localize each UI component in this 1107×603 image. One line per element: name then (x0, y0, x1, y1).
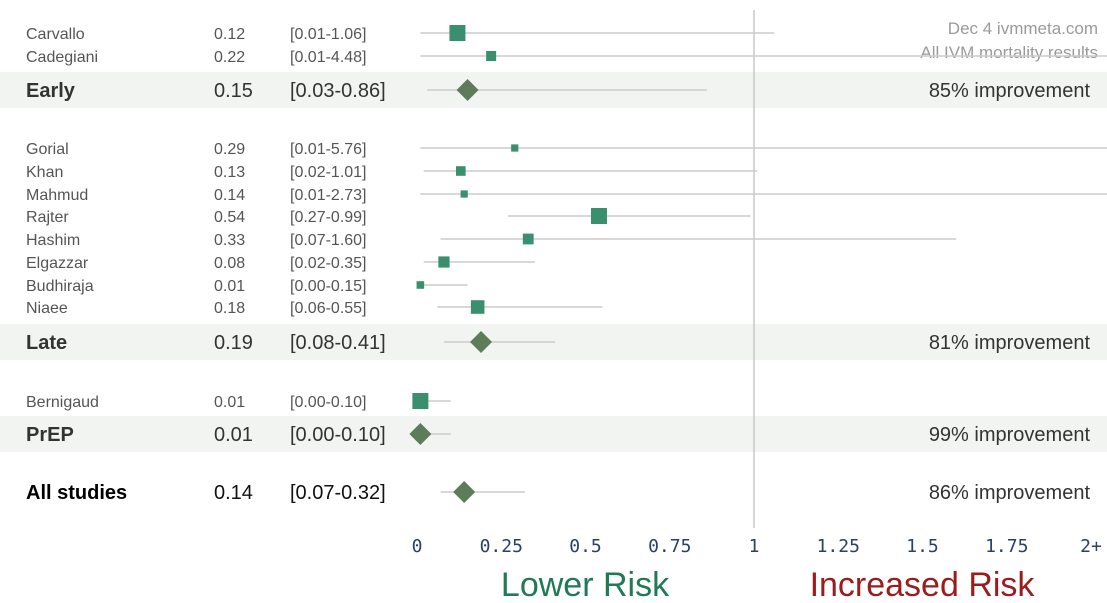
x-tick-label: 1.75 (985, 536, 1028, 557)
study-ci: [0.27-0.99] (290, 209, 367, 226)
study-estimate: 0.13 (214, 164, 245, 181)
overall-improvement: 86% improvement (929, 482, 1091, 504)
study-name: Niaee (26, 300, 68, 317)
study-name: Hashim (26, 232, 80, 249)
x-tick-label: 1.25 (817, 536, 860, 557)
study-marker (416, 281, 425, 289)
group-ci: [0.08-0.41] (290, 332, 386, 354)
group-diamond (409, 423, 432, 445)
study-ci: [0.01-1.06] (290, 26, 367, 43)
x-tick-label: 0.5 (569, 536, 602, 557)
study-name: Carvallo (26, 26, 85, 43)
group-improvement: 85% improvement (929, 80, 1091, 102)
study-name: Rajter (26, 209, 69, 226)
study-name: Bernigaud (26, 394, 99, 411)
study-marker (470, 300, 485, 314)
x-tick-label: 0.75 (648, 536, 691, 557)
x-tick-label: 1.5 (906, 536, 939, 557)
group-diamond (456, 79, 479, 101)
study-estimate: 0.29 (214, 141, 245, 158)
study-ci: [0.01-5.76] (290, 141, 367, 158)
group-diamond (470, 331, 493, 353)
study-marker (456, 166, 466, 176)
group-ci: [0.00-0.10] (290, 424, 386, 446)
study-marker (438, 256, 450, 268)
study-estimate: 0.18 (214, 300, 245, 317)
study-marker (590, 208, 607, 224)
study-estimate: 0.33 (214, 232, 245, 249)
lower-risk-label: Lower Risk (501, 566, 670, 603)
group-name: Early (26, 80, 76, 102)
overall-ci: [0.07-0.32] (290, 482, 386, 504)
study-ci: [0.07-1.60] (290, 232, 367, 249)
study-marker (522, 233, 534, 245)
study-name: Gorial (26, 141, 69, 158)
study-estimate: 0.14 (214, 187, 245, 204)
study-ci: [0.02-1.01] (290, 164, 367, 181)
study-name: Elgazzar (26, 255, 89, 272)
summary-band (0, 416, 1107, 452)
group-estimate: 0.19 (214, 332, 253, 354)
study-estimate: 0.54 (214, 209, 245, 226)
group-improvement: 81% improvement (929, 332, 1091, 354)
group-improvement: 99% improvement (929, 424, 1091, 446)
x-tick-label: 1 (749, 536, 760, 557)
study-ci: [0.06-0.55] (290, 300, 367, 317)
study-name: Mahmud (26, 187, 88, 204)
header-source: Dec 4 ivmmeta.com (948, 19, 1098, 38)
group-ci: [0.03-0.86] (290, 80, 386, 102)
x-tick-label: 2+ (1080, 536, 1102, 557)
study-ci: [0.01-2.73] (290, 187, 367, 204)
study-estimate: 0.01 (214, 394, 245, 411)
study-marker (511, 144, 519, 152)
study-estimate: 0.01 (214, 278, 245, 295)
group-name: PrEP (26, 424, 74, 446)
study-ci: [0.00-0.10] (290, 394, 367, 411)
increased-risk-label: Increased Risk (810, 566, 1036, 603)
study-name: Budhiraja (26, 278, 94, 295)
x-tick-label: 0 (412, 536, 423, 557)
study-marker (412, 393, 429, 409)
overall-estimate: 0.14 (214, 482, 253, 504)
study-marker (486, 51, 497, 61)
group-name: Late (26, 332, 67, 354)
group-estimate: 0.15 (214, 80, 253, 102)
header-subtitle: All IVM mortality results (920, 43, 1098, 62)
study-name: Cadegiani (26, 49, 98, 66)
study-estimate: 0.08 (214, 255, 245, 272)
study-estimate: 0.12 (214, 26, 245, 43)
study-name: Khan (26, 164, 63, 181)
study-ci: [0.02-0.35] (290, 255, 367, 272)
overall-diamond (453, 481, 476, 503)
x-tick-label: 0.25 (480, 536, 523, 557)
study-estimate: 0.22 (214, 49, 245, 66)
study-marker (449, 25, 466, 41)
study-ci: [0.00-0.15] (290, 278, 367, 295)
group-estimate: 0.01 (214, 424, 253, 446)
overall-name: All studies (26, 482, 127, 504)
study-ci: [0.01-4.48] (290, 49, 367, 66)
study-marker (460, 190, 468, 198)
